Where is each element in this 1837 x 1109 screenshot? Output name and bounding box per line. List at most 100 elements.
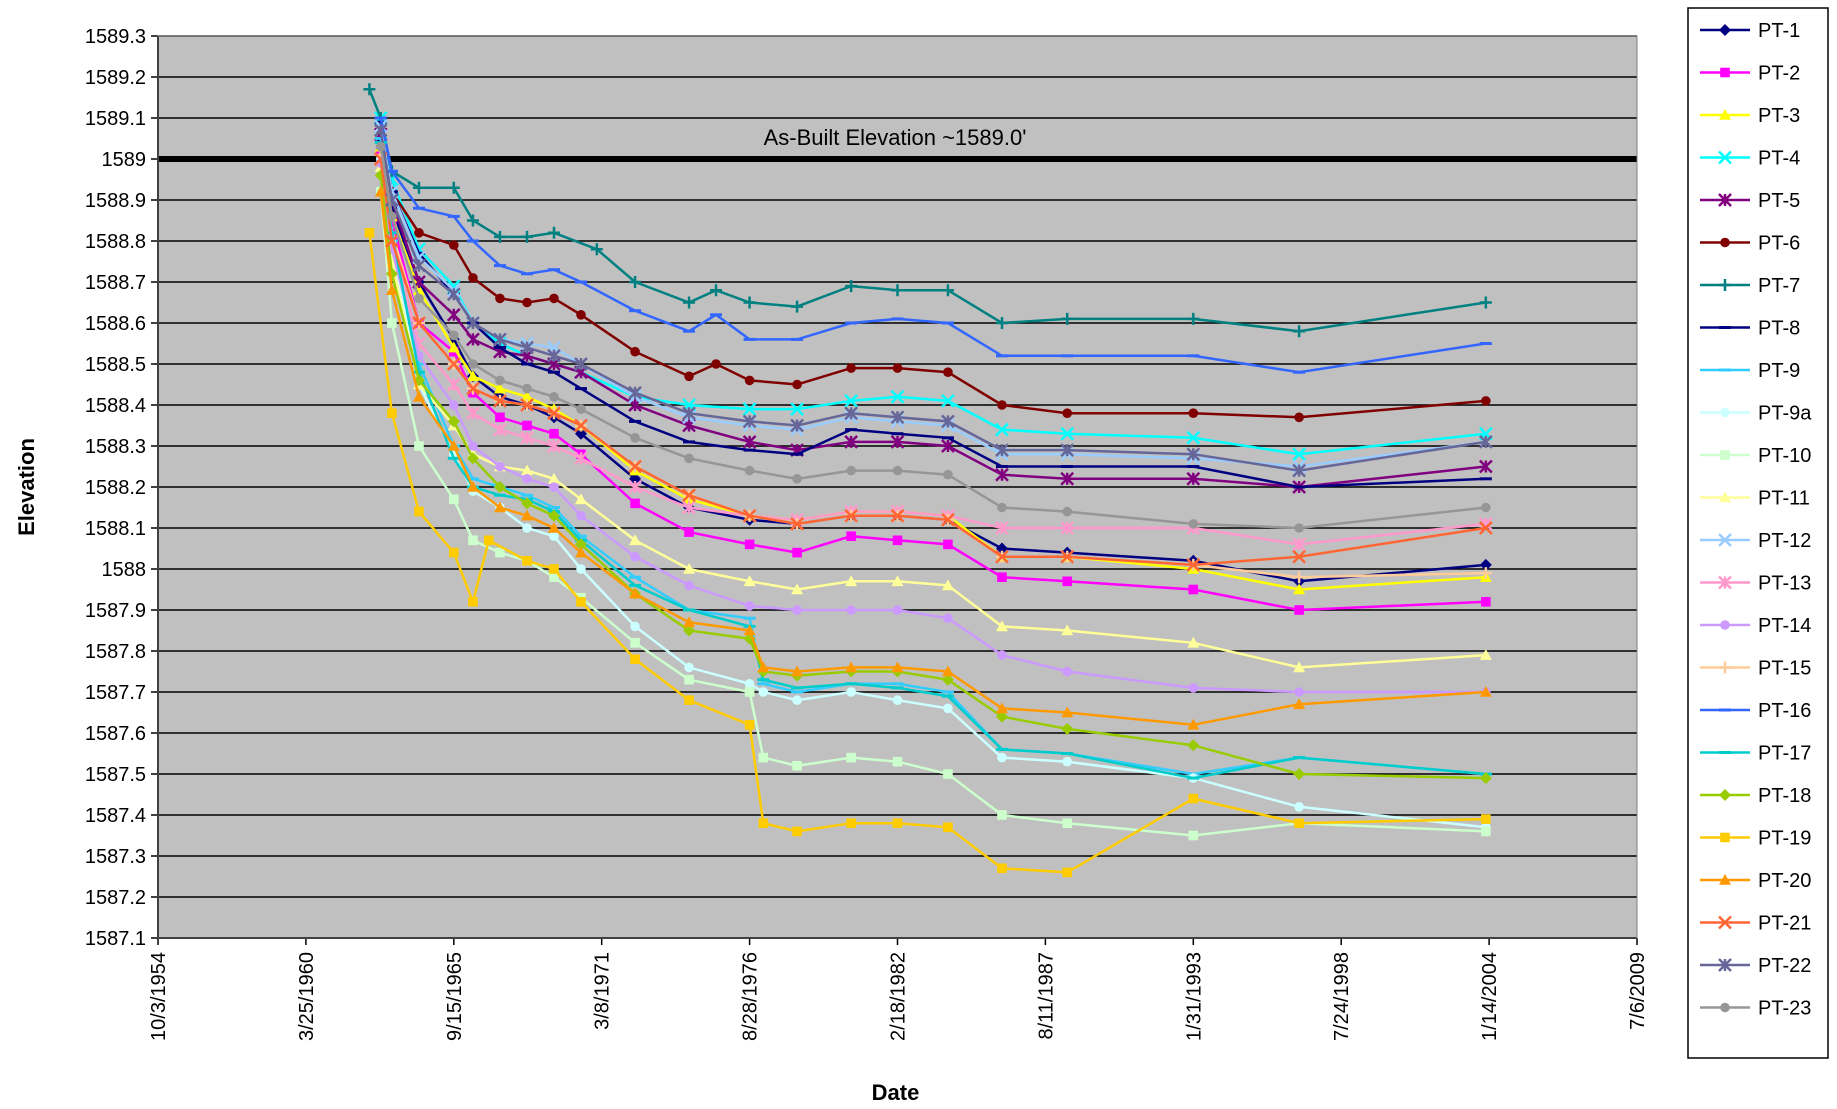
data-point-pt-4 xyxy=(742,402,757,416)
y-tick-label: 1587.6 xyxy=(85,723,146,745)
data-point-pt-23 xyxy=(576,404,586,414)
legend-marker xyxy=(1720,832,1730,843)
data-point-pt-20 xyxy=(791,665,804,677)
data-point-pt-21 xyxy=(790,517,804,531)
data-point-pt-22 xyxy=(1478,435,1493,449)
data-point-pt-17 xyxy=(995,747,1008,751)
data-point-pt-5 xyxy=(890,435,905,449)
y-tick-label: 1587.7 xyxy=(85,682,146,704)
data-point-pt-8 xyxy=(1061,465,1074,468)
data-point-pt-17 xyxy=(845,682,858,686)
data-point-pt-23 xyxy=(684,453,694,464)
data-point-pt-18 xyxy=(447,415,460,428)
y-tick-label: 1587.4 xyxy=(85,805,146,827)
data-point-pt-9 xyxy=(743,616,756,620)
legend-item-pt-3: PT-3 xyxy=(1700,105,1800,127)
data-point-pt-6 xyxy=(414,228,424,238)
data-point-pt-16 xyxy=(1479,342,1492,345)
data-point-pt-9a xyxy=(576,564,586,574)
data-point-pt-9 xyxy=(412,362,425,366)
legend-label: PT-15 xyxy=(1758,658,1811,680)
data-point-pt-18 xyxy=(1061,722,1074,735)
data-point-pt-2 xyxy=(792,547,802,558)
data-point-pt-20 xyxy=(1061,706,1074,718)
series-line-pt-18 xyxy=(379,175,1486,780)
data-point-pt-10 xyxy=(495,547,505,558)
legend-marker xyxy=(1719,661,1731,674)
data-point-pt-22 xyxy=(790,418,804,433)
data-point-pt-8 xyxy=(629,419,642,423)
data-point-pt-23 xyxy=(1481,502,1491,513)
data-point-pt-19 xyxy=(483,535,494,546)
data-point-pt-14 xyxy=(549,482,559,492)
data-point-pt-8 xyxy=(548,370,561,374)
legend-marker xyxy=(1718,150,1732,165)
data-point-pt-7 xyxy=(845,280,858,293)
x-tick-labels: 10/3/1954 3/25/1960 9/15/1965 3/8/1971 8/28/… xyxy=(148,938,1649,1041)
data-point-pt-8 xyxy=(412,251,425,255)
data-point-pt-8 xyxy=(1479,477,1492,481)
data-point-pt-10 xyxy=(997,810,1007,820)
data-point-pt-7 xyxy=(710,284,723,297)
data-point-pt-21 xyxy=(995,549,1009,564)
data-point-pt-16 xyxy=(447,214,460,218)
data-point-pt-4 xyxy=(941,394,955,408)
data-point-pt-17 xyxy=(791,686,804,690)
data-point-pt-19 xyxy=(468,597,478,607)
data-point-pt-19 xyxy=(1294,818,1304,828)
x-tick-label: 8/28/1976 xyxy=(740,952,762,1041)
data-point-pt-8 xyxy=(493,346,506,350)
y-tick-label: 1588.7 xyxy=(85,272,146,294)
y-tick-label: 1588.5 xyxy=(85,354,146,376)
legend-item-pt-23: PT-23 xyxy=(1700,998,1811,1020)
data-point-pt-22 xyxy=(466,316,480,330)
data-point-pt-23 xyxy=(1062,506,1073,517)
series-pt-19 xyxy=(364,228,1491,878)
series-line-pt-10 xyxy=(379,191,1486,837)
data-point-pt-5 xyxy=(466,332,480,347)
data-point-pt-13 xyxy=(1060,521,1075,535)
data-point-pt-18 xyxy=(941,673,954,686)
legend-label: PT-13 xyxy=(1758,573,1811,595)
data-point-pt-21 xyxy=(547,406,561,421)
data-point-pt-5 xyxy=(941,439,955,453)
data-point-pt-18 xyxy=(995,710,1008,723)
data-point-pt-9a xyxy=(522,523,532,533)
legend-marker xyxy=(1720,237,1730,248)
legend-item-pt-9a: PT-9a xyxy=(1700,403,1812,425)
data-point-pt-7 xyxy=(1061,312,1074,325)
data-point-pt-11 xyxy=(891,575,904,587)
x-tick-label: 9/15/1965 xyxy=(444,952,466,1041)
data-point-pt-19 xyxy=(364,228,375,238)
data-point-pt-10 xyxy=(943,769,953,779)
y-tick-label: 1588.3 xyxy=(85,436,146,458)
data-point-pt-9 xyxy=(941,690,954,694)
data-point-pt-3 xyxy=(466,370,479,382)
data-point-pt-23 xyxy=(630,433,640,443)
x-tick-label: 8/11/1987 xyxy=(1035,952,1057,1040)
data-point-pt-3 xyxy=(1293,583,1306,595)
y-tick-label: 1589.3 xyxy=(85,26,146,48)
data-point-pt-10 xyxy=(468,535,478,546)
data-point-pt-9a xyxy=(943,703,953,714)
x-tick-label: 3/25/1960 xyxy=(296,952,318,1041)
y-tick-label: 1587.9 xyxy=(85,600,146,622)
data-point-pt-19 xyxy=(997,863,1007,874)
data-point-pt-17 xyxy=(1061,752,1074,755)
data-point-pt-6 xyxy=(468,273,478,283)
data-point-pt-6 xyxy=(630,346,640,357)
legend-item-pt-1: PT-1 xyxy=(1700,20,1800,42)
data-point-pt-8 xyxy=(683,440,696,444)
data-point-pt-20 xyxy=(1293,698,1306,710)
data-point-pt-18 xyxy=(1293,768,1306,780)
data-point-pt-11 xyxy=(1187,636,1200,648)
data-point-pt-16 xyxy=(521,272,534,276)
y-tick-label: 1587.1 xyxy=(85,928,146,950)
legend-item-pt-4: PT-4 xyxy=(1700,148,1800,170)
series-pt-10 xyxy=(375,187,1491,841)
data-point-pt-21 xyxy=(1478,521,1493,535)
data-point-pt-7 xyxy=(683,296,696,309)
data-point-pt-23 xyxy=(997,502,1007,513)
data-point-pt-9 xyxy=(574,534,587,538)
data-point-pt-16 xyxy=(574,280,587,284)
